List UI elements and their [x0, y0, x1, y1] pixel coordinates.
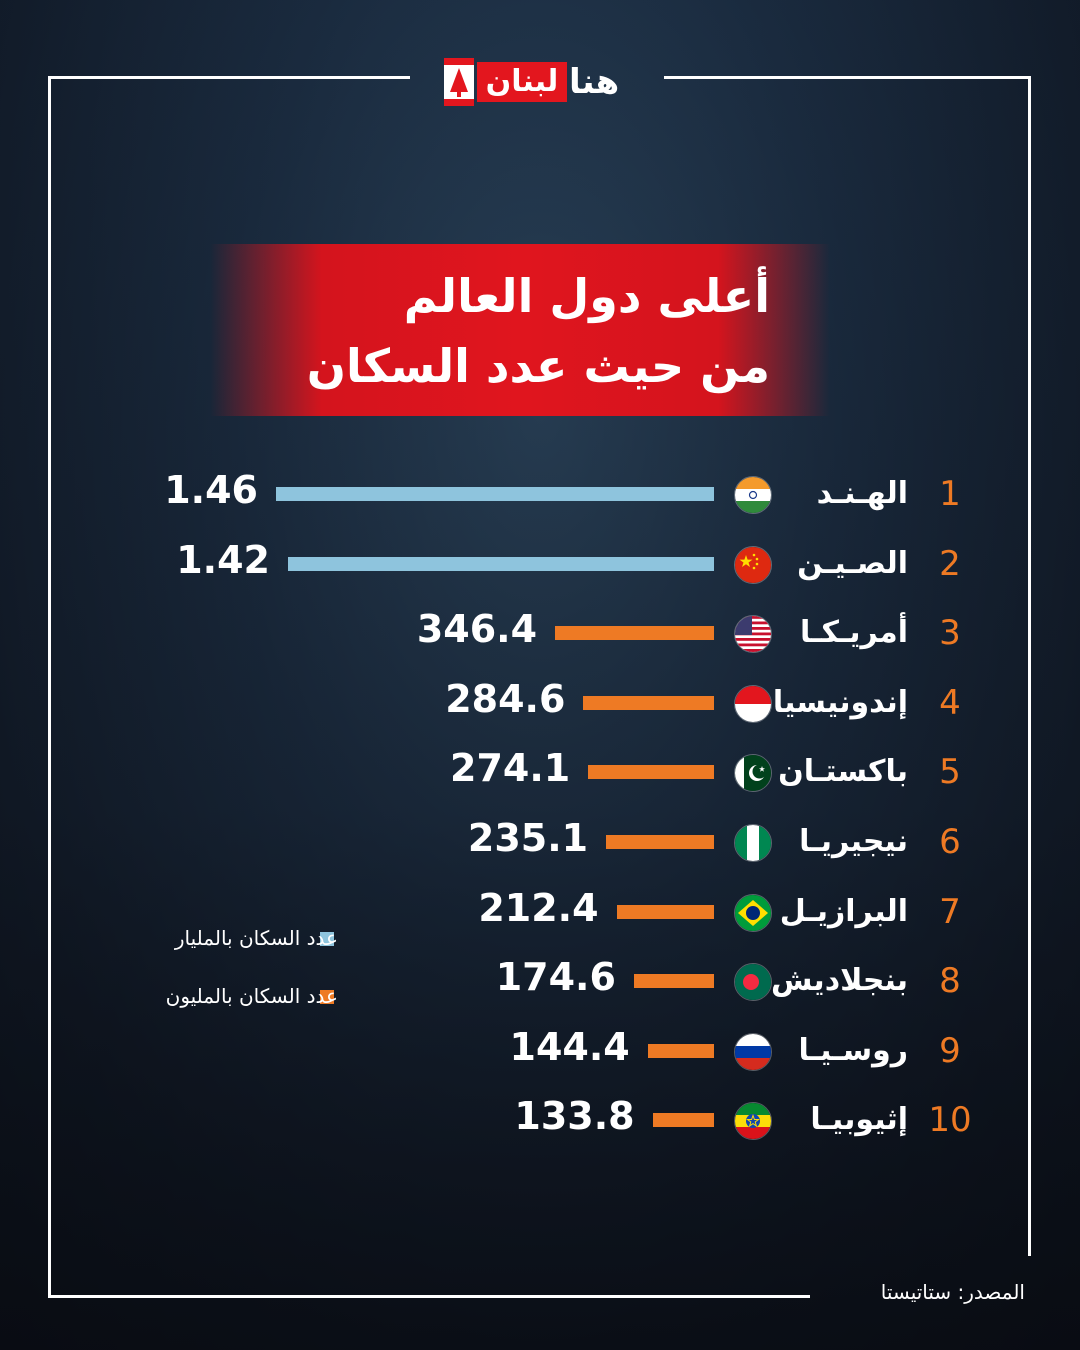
rank-2: 2: [939, 543, 961, 584]
country-label-7: البرازيـل: [779, 893, 908, 929]
country-label-1: الهـنـد: [816, 476, 908, 511]
china-flag-icon: [734, 545, 772, 584]
rank-1: 1: [939, 474, 961, 514]
bar-1: [276, 487, 714, 501]
logo-box-text: لبنان: [477, 62, 567, 102]
title-line-1: أعلى دول العالم: [403, 269, 770, 323]
bar-8: [633, 974, 714, 989]
value-label-10: 133.8: [514, 1094, 635, 1139]
frame-top-right: [664, 76, 1031, 79]
country-label-2: الصـيـن: [797, 545, 908, 581]
value-label-5: 274.1: [450, 746, 571, 791]
rank-3: 3: [939, 613, 961, 654]
bar-6: [606, 835, 714, 849]
rank-8: 8: [939, 961, 961, 1002]
rank-4: 4: [939, 682, 961, 723]
russia-flag-icon: [734, 1032, 772, 1071]
value-label-7: 212.4: [478, 885, 599, 930]
value-label-1: 1.46: [164, 468, 258, 512]
cedar-logo-icon: [444, 58, 474, 106]
country-label-3: أمريـكـا: [799, 615, 908, 651]
nigeria-flag-icon: [734, 824, 772, 862]
india-flag-icon: [734, 476, 772, 514]
ethiopia-flag-icon: [734, 1102, 772, 1141]
rank-10: 10: [928, 1100, 972, 1141]
source-text: المصدر: ستاتيستا: [880, 1280, 1025, 1304]
frame-top-left: [48, 76, 410, 79]
bar-3: [555, 626, 714, 641]
value-label-8: 174.6: [495, 955, 616, 1000]
country-label-5: باكستـان: [778, 754, 908, 790]
value-label-2: 1.42: [176, 537, 270, 582]
legend-swatch-million: [320, 990, 334, 1004]
frame-bottom: [48, 1295, 810, 1298]
value-label-3: 346.4: [416, 607, 538, 652]
rank-5: 5: [939, 752, 961, 793]
bar-9: [647, 1043, 714, 1058]
logo: لبنان هنا: [444, 56, 644, 112]
pakistan-flag-icon: [734, 754, 772, 793]
frame-left: [48, 76, 51, 1298]
title-band: [210, 244, 830, 416]
usa-flag-icon: [734, 615, 772, 654]
bar-4: [583, 695, 714, 710]
bangladesh-flag-icon: [734, 963, 772, 1002]
bar-7: [616, 904, 714, 919]
bar-2: [288, 556, 714, 571]
brazil-flag-icon: [734, 893, 772, 932]
rank-7: 7: [939, 891, 961, 932]
legend-label-million: عدد السكان بالمليون: [165, 984, 338, 1008]
country-label-8: بنجلاديش: [771, 963, 908, 999]
value-label-6: 235.1: [467, 816, 589, 860]
country-label-10: إثيوبيـا: [810, 1102, 908, 1138]
rank-6: 6: [939, 822, 961, 862]
bar-10: [652, 1113, 714, 1128]
rank-9: 9: [939, 1030, 961, 1071]
country-label-6: نيجيريـا: [799, 824, 908, 859]
legend-swatch-billion: [320, 932, 334, 946]
frame-right: [1028, 76, 1031, 1256]
indonesia-flag-icon: [734, 684, 772, 723]
country-label-4: إندونيسيا: [772, 684, 908, 720]
value-label-4: 284.6: [445, 676, 566, 721]
bar-5: [588, 765, 714, 780]
legend-label-billion: عدد السكان بالمليار: [174, 926, 338, 950]
value-label-9: 144.4: [509, 1024, 630, 1069]
country-label-9: روسـيـا: [798, 1032, 908, 1068]
logo-text: هنا: [569, 62, 620, 102]
title-line-2: من حيث عدد السكان: [306, 339, 770, 393]
